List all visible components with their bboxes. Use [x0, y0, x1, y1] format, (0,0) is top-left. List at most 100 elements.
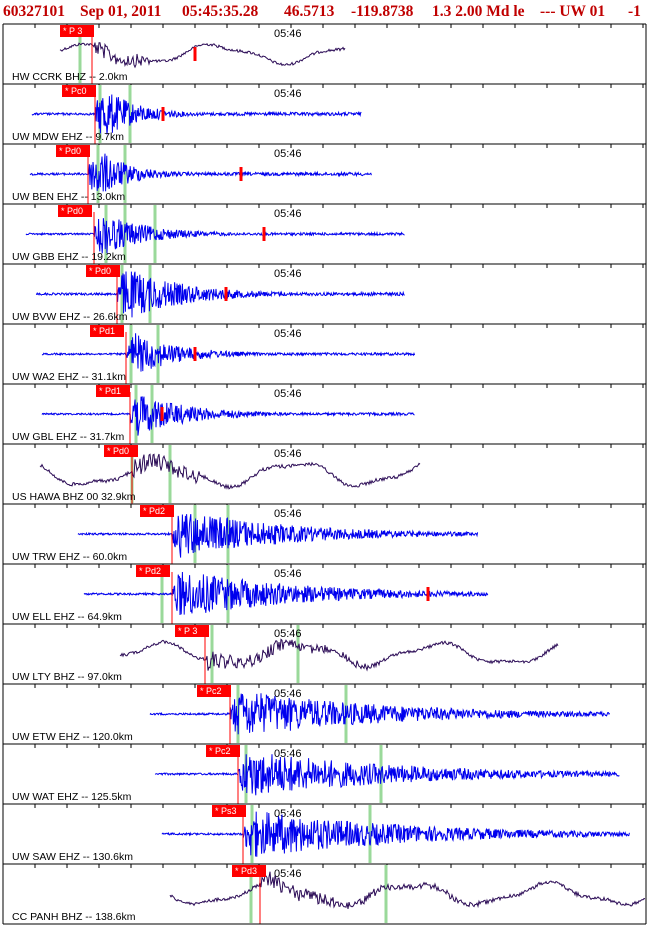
- pick-label: * Pc0: [65, 86, 87, 96]
- phase-marker: [128, 85, 132, 143]
- pick-label: * Pd2: [143, 506, 165, 516]
- pick-flag: [104, 445, 138, 457]
- pick-label: * Pc2: [200, 686, 222, 696]
- event-latitude: 46.5713: [284, 3, 335, 20]
- waveform-trace: [39, 453, 421, 490]
- event-network: --- UW 01: [540, 3, 606, 20]
- station-label: UW TRW EHZ -- 60.0km: [12, 551, 127, 563]
- station-label: UW BVW EHZ -- 26.6km: [12, 311, 128, 323]
- time-tick-label: 05:46: [274, 748, 302, 760]
- station-label: CC PANH BHZ -- 138.6km: [12, 911, 136, 923]
- event-id: 60327101: [3, 3, 65, 20]
- pick-label: * Pd2: [139, 566, 161, 576]
- s-pick-marker: [224, 287, 228, 301]
- waveform-trace: [119, 638, 559, 672]
- time-tick-label: 05:46: [274, 808, 302, 820]
- phase-marker: [296, 625, 300, 683]
- waveform-trace: [41, 396, 415, 436]
- time-tick-label: 05:46: [274, 568, 302, 580]
- time-tick-label: 05:46: [274, 448, 302, 460]
- time-tick-label: 05:46: [274, 28, 302, 40]
- waveform-trace: [29, 153, 372, 192]
- s-pick-marker: [193, 47, 197, 61]
- event-depth-magnitude: 1.3 2.00 Md le: [432, 3, 525, 20]
- pick-label: * P 3: [178, 626, 197, 636]
- pick-label: * Pc2: [209, 746, 231, 756]
- time-tick-label: 05:46: [274, 868, 302, 880]
- waveform-trace: [149, 693, 611, 735]
- time-tick-label: 05:46: [274, 628, 302, 640]
- phase-marker: [168, 445, 172, 503]
- pick-flag: [175, 625, 209, 637]
- phase-marker: [123, 205, 127, 263]
- pick-flag: [56, 145, 90, 157]
- time-tick-label: 05:46: [274, 688, 302, 700]
- waveform-trace: [83, 571, 489, 616]
- phase-marker: [129, 325, 133, 383]
- pick-flag: [62, 85, 96, 97]
- time-tick-label: 05:46: [274, 328, 302, 340]
- pick-flag: [212, 805, 246, 817]
- waveform-trace: [41, 333, 416, 372]
- pick-flag: [197, 685, 231, 697]
- waveform-trace: [161, 811, 630, 857]
- phase-marker: [249, 865, 253, 923]
- station-label: UW SAW EHZ -- 130.6km: [12, 851, 133, 863]
- waveform-trace: [25, 218, 405, 254]
- phase-marker: [153, 205, 157, 263]
- waveform-trace: [154, 754, 620, 796]
- phase-marker: [120, 265, 124, 323]
- waveform-trace: [31, 94, 362, 135]
- pick-label: * Pd0: [89, 266, 111, 276]
- s-pick-marker: [193, 347, 197, 361]
- pick-flag: [86, 265, 120, 277]
- station-label: UW ETW EHZ -- 120.0km: [12, 731, 133, 743]
- phase-marker: [236, 685, 240, 743]
- s-pick-marker: [426, 587, 430, 601]
- station-label: HW CCRK BHZ -- 2.0km: [12, 71, 128, 83]
- pick-flag: [206, 745, 240, 757]
- phase-marker: [368, 805, 372, 863]
- pick-label: * Pd3: [235, 866, 257, 876]
- station-label: US HAWA BHZ 00 32.9km: [12, 491, 136, 503]
- phase-marker: [78, 25, 82, 83]
- station-label: UW WAT EHZ -- 125.5km: [12, 791, 132, 803]
- station-label: UW ELL EHZ -- 64.9km: [12, 611, 122, 623]
- station-label: UW BEN EHZ -- 13.0km: [12, 191, 125, 203]
- pick-label: * Pd1: [93, 326, 115, 336]
- station-label: UW GBB EHZ -- 19.2km: [12, 251, 126, 263]
- event-trailing: -1: [628, 3, 641, 20]
- time-tick-label: 05:46: [274, 88, 302, 100]
- pick-label: * Pd0: [61, 206, 83, 216]
- time-tick-label: 05:46: [274, 268, 302, 280]
- pick-flag: [90, 325, 124, 337]
- station-label: UW MDW EHZ -- 9.7km: [12, 131, 124, 143]
- phase-marker: [123, 145, 127, 203]
- waveform-trace: [59, 42, 346, 69]
- s-pick-marker: [161, 107, 165, 121]
- event-time: 05:45:35.28: [182, 3, 259, 20]
- pick-flag: [96, 385, 130, 397]
- pick-flag: [136, 565, 170, 577]
- waveform-trace: [35, 271, 405, 318]
- waveform-trace: [77, 514, 479, 558]
- pick-flag: [232, 865, 266, 877]
- phase-marker: [210, 625, 214, 683]
- event-header: 60327101 Sep 01, 2011 05:45:35.28 46.571…: [0, 0, 649, 24]
- station-label: UW GBL EHZ -- 31.7km: [12, 431, 124, 443]
- pick-flag: [140, 505, 174, 517]
- time-tick-label: 05:46: [274, 388, 302, 400]
- pick-label: * Pd0: [59, 146, 81, 156]
- station-label: UW WA2 EHZ -- 31.1km: [12, 371, 126, 383]
- pick-label: * P 3: [63, 26, 82, 36]
- pick-label: * Pd1: [99, 386, 121, 396]
- phase-marker: [96, 145, 100, 203]
- pick-label: * Ps3: [215, 806, 237, 816]
- time-tick-label: 05:46: [274, 148, 302, 160]
- event-longitude: -119.8738: [351, 3, 414, 20]
- s-pick-marker: [262, 227, 266, 241]
- event-date: Sep 01, 2011: [80, 3, 162, 20]
- waveform-trace: [169, 871, 646, 909]
- time-tick-label: 05:46: [274, 208, 302, 220]
